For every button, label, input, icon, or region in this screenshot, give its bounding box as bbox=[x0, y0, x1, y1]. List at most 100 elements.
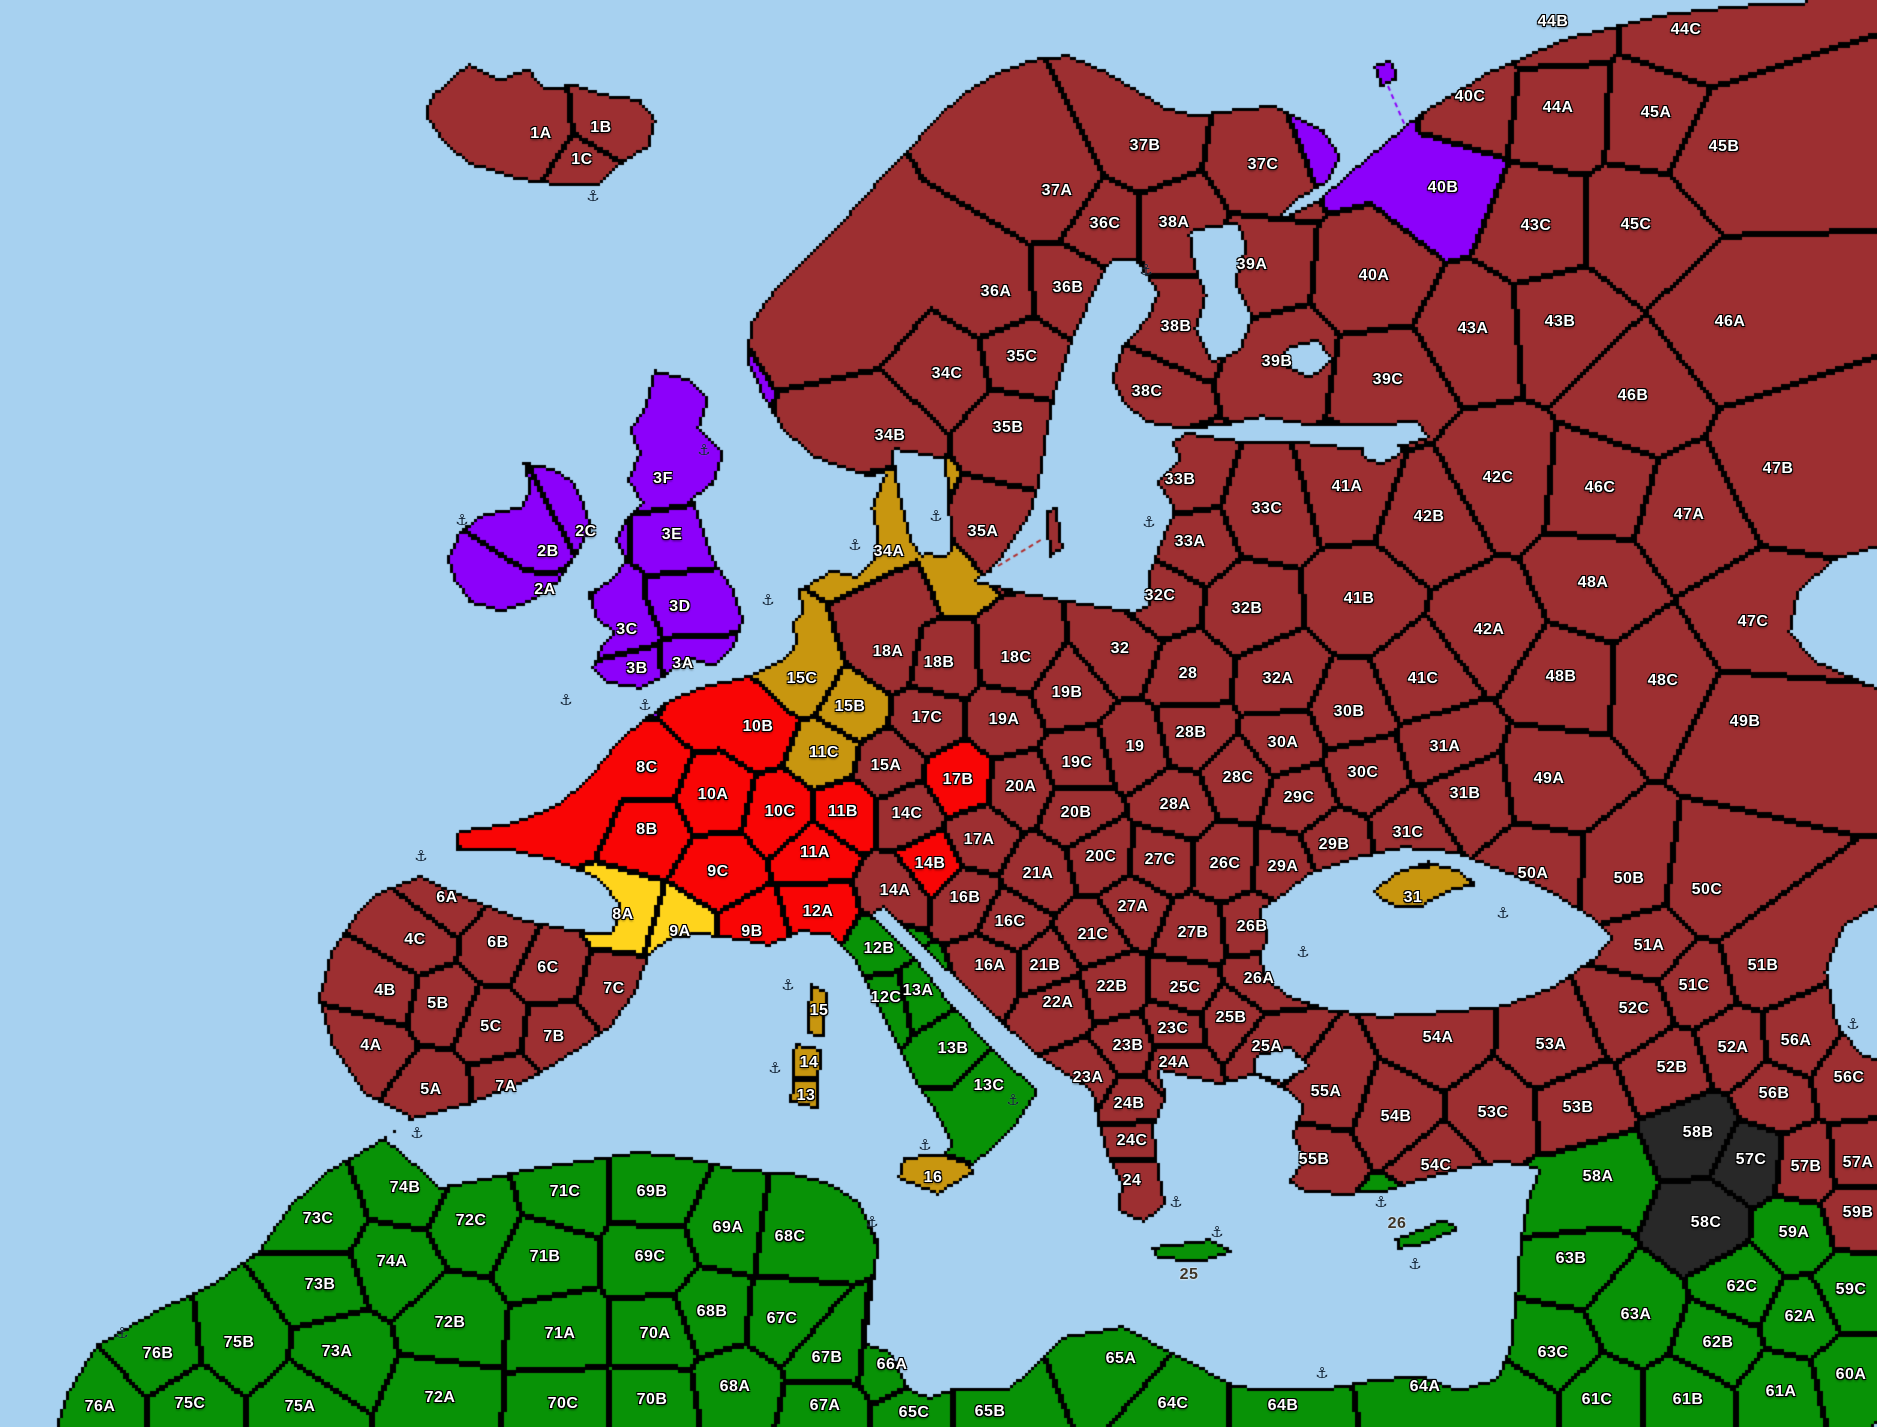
region-label-61C[interactable]: 61C bbox=[1581, 1391, 1613, 1408]
region-label-44C[interactable]: 44C bbox=[1670, 21, 1702, 38]
region-label-57A[interactable]: 57A bbox=[1842, 1154, 1874, 1171]
region-label-45A[interactable]: 45A bbox=[1640, 104, 1672, 121]
region-label-56B[interactable]: 56B bbox=[1758, 1085, 1790, 1102]
region-label-68A[interactable]: 68A bbox=[719, 1378, 751, 1395]
region-label-46B[interactable]: 46B bbox=[1617, 387, 1649, 404]
region-label-74A[interactable]: 74A bbox=[376, 1253, 408, 1270]
region-label-51B[interactable]: 51B bbox=[1747, 957, 1779, 974]
region-label-24[interactable]: 24 bbox=[1122, 1172, 1142, 1189]
region-label-58C[interactable]: 58C bbox=[1690, 1214, 1722, 1231]
region-label-6A[interactable]: 6A bbox=[436, 889, 458, 906]
region-label-6C[interactable]: 6C bbox=[537, 959, 559, 976]
region-label-29A[interactable]: 29A bbox=[1267, 858, 1299, 875]
region-label-39B[interactable]: 39B bbox=[1261, 353, 1293, 370]
region-label-27B[interactable]: 27B bbox=[1177, 924, 1209, 941]
region-label-54B[interactable]: 54B bbox=[1380, 1108, 1412, 1125]
region-label-64A[interactable]: 64A bbox=[1409, 1378, 1441, 1395]
region-label-12C[interactable]: 12C bbox=[870, 989, 902, 1006]
region-label-53A[interactable]: 53A bbox=[1535, 1036, 1567, 1053]
region-label-11C[interactable]: 11C bbox=[809, 744, 839, 761]
region-label-11B[interactable]: 11B bbox=[828, 803, 858, 820]
region-label-50B[interactable]: 50B bbox=[1613, 870, 1645, 887]
region-label-26B[interactable]: 26B bbox=[1236, 918, 1268, 935]
region-label-3D[interactable]: 3D bbox=[669, 598, 691, 615]
region-label-14C[interactable]: 14C bbox=[891, 805, 923, 822]
region-label-10C[interactable]: 10C bbox=[764, 803, 796, 820]
region-label-20B[interactable]: 20B bbox=[1060, 804, 1092, 821]
region-label-65B[interactable]: 65B bbox=[974, 1403, 1006, 1420]
region-label-48C[interactable]: 48C bbox=[1647, 672, 1679, 689]
region-label-18A[interactable]: 18A bbox=[872, 643, 904, 660]
region-label-45B[interactable]: 45B bbox=[1708, 138, 1740, 155]
region-label-68B[interactable]: 68B bbox=[696, 1303, 728, 1320]
region-label-56A[interactable]: 56A bbox=[1780, 1032, 1812, 1049]
region-label-28A[interactable]: 28A bbox=[1159, 796, 1191, 813]
region-label-36A[interactable]: 36A bbox=[980, 283, 1012, 300]
region-label-38A[interactable]: 38A bbox=[1158, 214, 1190, 231]
region-label-17A[interactable]: 17A bbox=[963, 831, 995, 848]
region-label-69C[interactable]: 69C bbox=[634, 1248, 666, 1265]
region-label-63A[interactable]: 63A bbox=[1620, 1306, 1652, 1323]
region-label-51A[interactable]: 51A bbox=[1633, 937, 1665, 954]
region-label-22A[interactable]: 22A bbox=[1042, 994, 1074, 1011]
region-label-21C[interactable]: 21C bbox=[1077, 926, 1109, 943]
region-label-70B[interactable]: 70B bbox=[636, 1391, 668, 1408]
region-label-17C[interactable]: 17C bbox=[911, 709, 943, 726]
region-label-25B[interactable]: 25B bbox=[1215, 1009, 1247, 1026]
region-label-35A[interactable]: 35A bbox=[967, 523, 999, 540]
region-label-3C[interactable]: 3C bbox=[616, 621, 638, 638]
region-label-44A[interactable]: 44A bbox=[1542, 99, 1574, 116]
region-label-10A[interactable]: 10A bbox=[697, 786, 729, 803]
region-label-48B[interactable]: 48B bbox=[1545, 668, 1577, 685]
region-label-37C[interactable]: 37C bbox=[1247, 156, 1279, 173]
region-label-16B[interactable]: 16B bbox=[949, 889, 981, 906]
region-label-27A[interactable]: 27A bbox=[1117, 898, 1149, 915]
region-label-16[interactable]: 16 bbox=[923, 1169, 943, 1186]
region-label-59B[interactable]: 59B bbox=[1842, 1204, 1874, 1221]
region-label-41C[interactable]: 41C bbox=[1407, 670, 1439, 687]
region-label-2B[interactable]: 2B bbox=[537, 543, 559, 560]
region-label-21A[interactable]: 21A bbox=[1022, 865, 1054, 882]
region-label-71C[interactable]: 71C bbox=[549, 1183, 581, 1200]
region-label-32[interactable]: 32 bbox=[1110, 640, 1130, 657]
region-label-6B[interactable]: 6B bbox=[487, 934, 509, 951]
region-label-40A[interactable]: 40A bbox=[1358, 267, 1390, 284]
region-label-28B[interactable]: 28B bbox=[1175, 724, 1207, 741]
region-label-23B[interactable]: 23B bbox=[1112, 1037, 1144, 1054]
region-label-43C[interactable]: 43C bbox=[1520, 217, 1552, 234]
region-label-63B[interactable]: 63B bbox=[1555, 1250, 1587, 1267]
region-label-34B[interactable]: 34B bbox=[874, 427, 906, 444]
region-label-62B[interactable]: 62B bbox=[1702, 1334, 1734, 1351]
region-label-47C[interactable]: 47C bbox=[1737, 613, 1769, 630]
region-label-60A[interactable]: 60A bbox=[1835, 1366, 1867, 1383]
region-label-29B[interactable]: 29B bbox=[1318, 836, 1350, 853]
region-label-42B[interactable]: 42B bbox=[1413, 508, 1445, 525]
region-label-39A[interactable]: 39A bbox=[1236, 256, 1268, 273]
region-label-8C[interactable]: 8C bbox=[636, 759, 658, 776]
region-label-64B[interactable]: 64B bbox=[1267, 1397, 1299, 1414]
region-label-9B[interactable]: 9B bbox=[741, 923, 763, 940]
region-label-50A[interactable]: 50A bbox=[1517, 865, 1549, 882]
region-label-67B[interactable]: 67B bbox=[811, 1349, 843, 1366]
region-label-62C[interactable]: 62C bbox=[1726, 1278, 1758, 1295]
region-label-33C[interactable]: 33C bbox=[1251, 500, 1283, 517]
region-label-25C[interactable]: 25C bbox=[1169, 979, 1201, 996]
region-label-23A[interactable]: 23A bbox=[1072, 1069, 1104, 1086]
region-label-74B[interactable]: 74B bbox=[389, 1179, 421, 1196]
region-label-49B[interactable]: 49B bbox=[1729, 713, 1761, 730]
region-label-19[interactable]: 19 bbox=[1125, 738, 1145, 755]
region-label-75C[interactable]: 75C bbox=[174, 1395, 206, 1412]
region-label-59A[interactable]: 59A bbox=[1778, 1224, 1810, 1241]
region-label-8A[interactable]: 8A bbox=[612, 906, 634, 923]
region-label-32A[interactable]: 32A bbox=[1262, 670, 1294, 687]
region-label-31B[interactable]: 31B bbox=[1449, 785, 1481, 802]
region-label-5B[interactable]: 5B bbox=[427, 995, 449, 1012]
region-label-19C[interactable]: 19C bbox=[1061, 754, 1093, 771]
region-label-34A[interactable]: 34A bbox=[873, 543, 905, 560]
region-label-24B[interactable]: 24B bbox=[1113, 1095, 1145, 1112]
region-label-71A[interactable]: 71A bbox=[544, 1325, 576, 1342]
region-label-9C[interactable]: 9C bbox=[707, 863, 729, 880]
region-label-8B[interactable]: 8B bbox=[636, 821, 658, 838]
region-label-59C[interactable]: 59C bbox=[1835, 1281, 1867, 1298]
region-label-21B[interactable]: 21B bbox=[1029, 957, 1061, 974]
